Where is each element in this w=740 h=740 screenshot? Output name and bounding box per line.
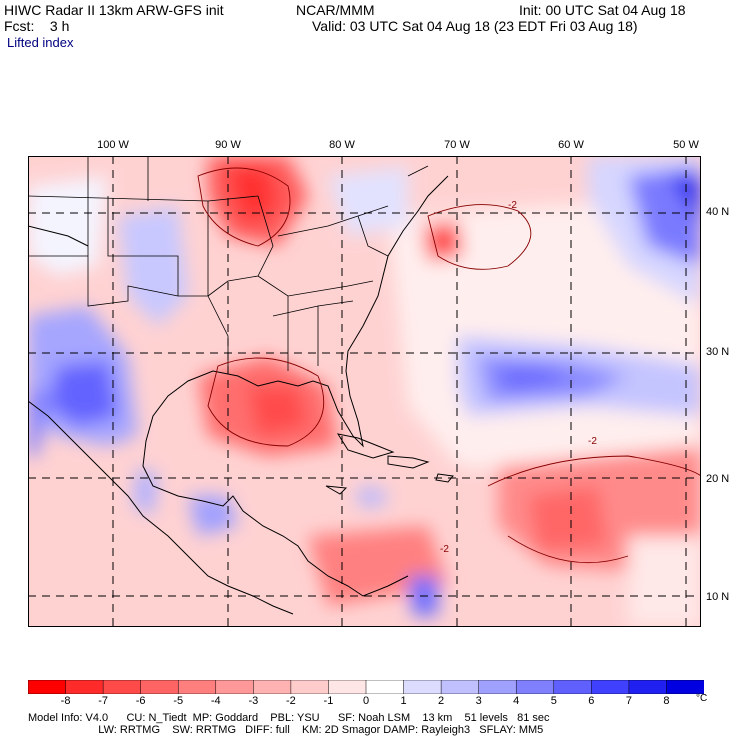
lon-label: 80 W bbox=[329, 139, 355, 151]
colorbar-swatch bbox=[28, 680, 67, 694]
colorbar-label: -7 bbox=[98, 695, 108, 707]
lon-label: 90 W bbox=[215, 139, 241, 151]
contour-lines bbox=[197, 167, 701, 564]
colorbar-label: 3 bbox=[475, 695, 482, 707]
field-name: Lifted index bbox=[7, 35, 74, 50]
colorbar-label: -2 bbox=[285, 695, 296, 707]
colorbar-label: 7 bbox=[625, 695, 632, 707]
colorbar-swatch bbox=[553, 680, 593, 694]
lon-label: 100 W bbox=[97, 139, 129, 151]
lon-label: 70 W bbox=[444, 139, 470, 151]
contour-label: -2 bbox=[440, 544, 449, 555]
latlon-grid bbox=[28, 156, 701, 627]
contour-label: -2 bbox=[508, 200, 517, 211]
lon-label: 60 W bbox=[558, 139, 584, 151]
colorbar-swatch bbox=[478, 680, 517, 694]
lat-label: 10 N bbox=[706, 591, 730, 603]
colorbar-label: -8 bbox=[60, 695, 71, 707]
map-frame bbox=[28, 156, 701, 627]
colorbar-swatch bbox=[102, 680, 142, 694]
forecast-hour: Fcst: 3 h bbox=[4, 18, 70, 34]
colorbar-swatch bbox=[440, 680, 480, 694]
colorbar-label: 0 bbox=[362, 695, 370, 707]
colorbar-label: -1 bbox=[323, 695, 334, 707]
colorbar-swatch bbox=[365, 680, 405, 694]
colorbar-label: -3 bbox=[248, 695, 259, 707]
colorbar-swatch bbox=[515, 680, 555, 694]
organization-label: NCAR/MMM bbox=[296, 2, 375, 18]
lifted-index-map: -2 -2 -2 bbox=[28, 156, 701, 627]
colorbar-label: 6 bbox=[588, 695, 595, 707]
lat-label: 30 N bbox=[706, 346, 730, 358]
colorbar-swatch bbox=[253, 680, 292, 694]
lon-label: 50 W bbox=[673, 139, 699, 151]
colorbar-swatch bbox=[215, 680, 255, 694]
colorbar-swatch bbox=[140, 680, 179, 694]
lat-label: 20 N bbox=[706, 473, 730, 485]
colorbar-swatch bbox=[403, 680, 442, 694]
lat-label: 40 N bbox=[706, 206, 730, 218]
colorbar-label: 5 bbox=[550, 695, 557, 707]
contour-label: -2 bbox=[588, 436, 597, 447]
colorbar-swatch bbox=[666, 680, 704, 694]
colorbar bbox=[28, 680, 704, 694]
valid-time: Valid: 03 UTC Sat 04 Aug 18 (23 EDT Fri … bbox=[312, 18, 638, 34]
colorbar-swatch bbox=[177, 680, 217, 694]
model-info-line-2: LW: RRTMG SW: RRTMG DIFF: full KM: 2D Sm… bbox=[28, 724, 544, 736]
colorbar-label: 8 bbox=[663, 695, 670, 707]
colorbar-swatch bbox=[591, 680, 630, 694]
chart-title: HIWC Radar II 13km ARW-GFS init bbox=[4, 2, 224, 18]
colorbar-unit: °C bbox=[696, 693, 708, 704]
field-blobs bbox=[28, 156, 701, 627]
colorbar-swatch bbox=[328, 680, 367, 694]
init-time: Init: 00 UTC Sat 04 Aug 18 bbox=[519, 2, 686, 18]
model-info-line-1: Model Info: V4.0 CU: N_Tiedt MP: Goddard… bbox=[28, 712, 550, 724]
state-borders bbox=[28, 156, 429, 371]
colorbar-swatch bbox=[290, 680, 330, 694]
colorbar-label: 1 bbox=[400, 695, 407, 707]
colorbar-label: 4 bbox=[513, 695, 520, 707]
coastlines bbox=[28, 175, 454, 615]
colorbar-swatch bbox=[65, 680, 104, 694]
colorbar-label: 2 bbox=[438, 695, 445, 707]
colorbar-swatch bbox=[628, 680, 668, 694]
colorbar-label: -6 bbox=[135, 695, 146, 707]
colorbar-label: -4 bbox=[210, 695, 221, 707]
colorbar-label: -5 bbox=[173, 695, 184, 707]
